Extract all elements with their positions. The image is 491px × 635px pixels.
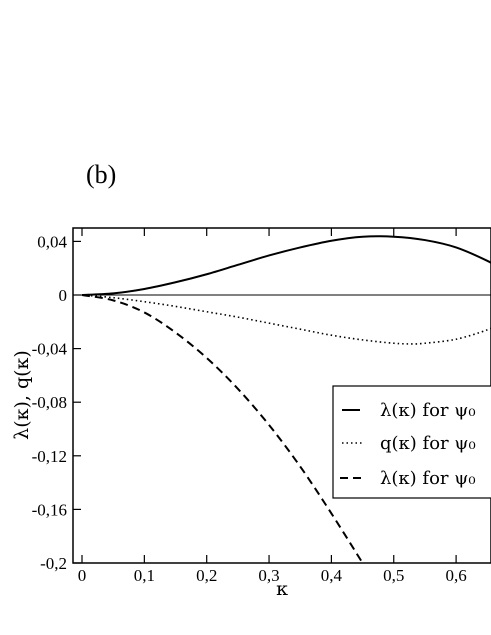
legend-entry-3: λ(κ) for ψ₀ [380,468,476,489]
x-axis-label: κ [276,578,288,600]
x-tick-label: 0,4 [321,566,343,585]
y-tick-label: 0 [59,286,68,305]
x-tick-label: 0,1 [134,566,155,585]
series-line-3-dashed [81,294,364,564]
y-tick-label: -0,16 [32,500,67,519]
panel-label: (b) [86,160,116,189]
y-tick-label: -0,12 [32,447,67,466]
legend-entry-2: q(κ) for ψ₀ [380,433,476,454]
y-tick-label: -0,04 [32,340,68,359]
plot-frame [72,227,491,564]
x-tick-label: 0,2 [196,566,217,585]
series-layer [81,235,491,564]
x-axis: 0 0,1 0,2 0,3 0,4 0,5 0,6 [78,228,467,585]
y-tick-label: -0,08 [32,393,67,412]
legend-entry-1: λ(κ) for ψ₀ [380,400,476,421]
series-line-2-dotted [81,294,491,345]
y-axis: 0,04 0 -0,04 -0,08 -0,12 -0,16 -0,2 [32,232,81,573]
x-tick-label: 0 [78,566,87,585]
y-tick-label: 0,04 [37,232,67,251]
x-tick-label: 0,3 [258,566,279,585]
x-tick-label: 0,6 [445,566,466,585]
series-line-1-solid [81,235,491,296]
legend-box [332,385,491,499]
legend: λ(κ) for ψ₀ q(κ) for ψ₀ λ(κ) for ψ₀ [332,385,491,499]
y-tick-label: -0,2 [40,554,67,573]
x-tick-label: 0,5 [383,566,404,585]
y-axis-label: λ(κ), q(κ) [11,350,33,440]
